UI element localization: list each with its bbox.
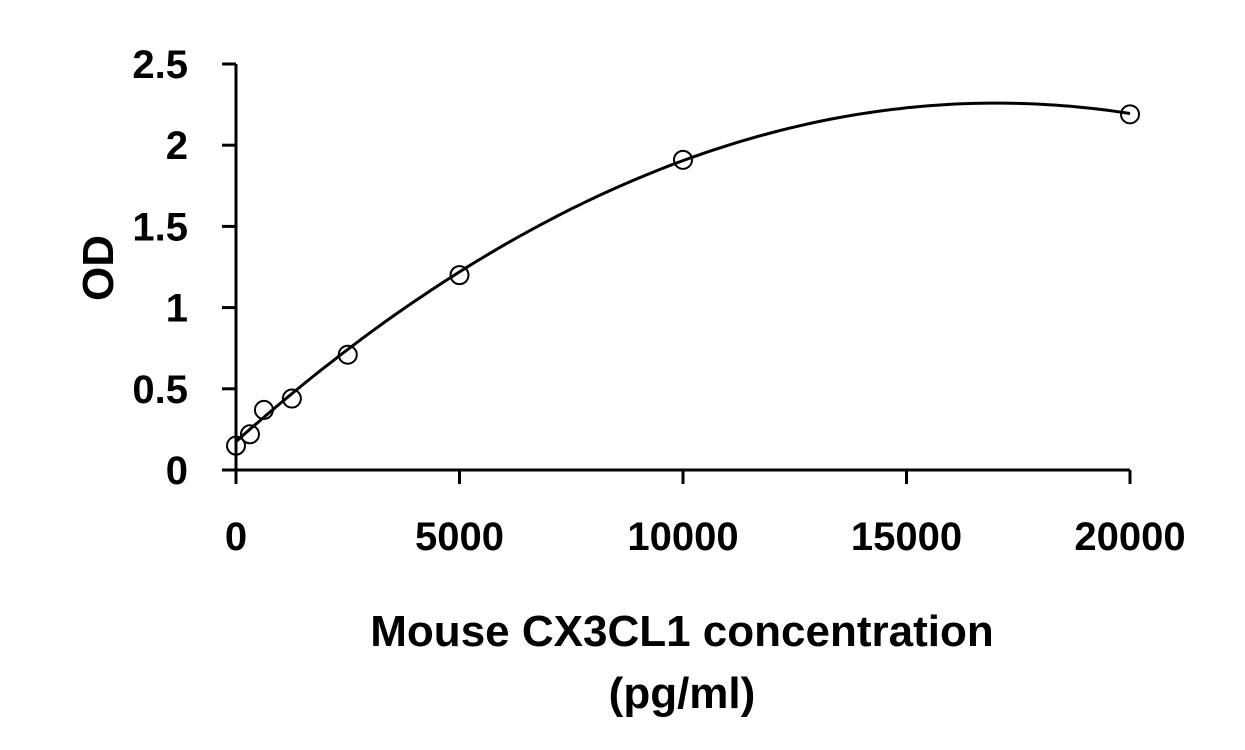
x-axis-title-units: (pg/ml) (609, 669, 756, 718)
x-tick-label: 15000 (851, 515, 962, 559)
data-point (1120, 104, 1140, 125)
y-tick-label: 1.5 (132, 205, 188, 249)
data-point (449, 265, 470, 286)
fit-curve (235, 101, 1131, 443)
data-point (673, 149, 693, 170)
y-tick-label: 1 (166, 287, 188, 331)
x-tick-label: 5000 (415, 515, 504, 559)
data-point (226, 435, 246, 456)
y-tick-label: 0.5 (132, 368, 188, 412)
y-axis-title: OD (74, 235, 123, 301)
y-tick-label: 2.5 (132, 43, 188, 87)
x-ticks: 0 5000 10000 15000 20000 (225, 470, 1186, 559)
x-tick-label: 0 (225, 515, 247, 559)
data-point (337, 344, 358, 365)
axes (234, 64, 1130, 472)
y-tick-label: 0 (166, 449, 188, 493)
x-tick-label: 10000 (627, 515, 738, 559)
y-ticks: 0 0.5 1 1.5 2 2.5 (132, 43, 236, 493)
x-tick-label: 20000 (1074, 515, 1185, 559)
data-point (239, 424, 260, 445)
y-tick-label: 2 (166, 124, 188, 168)
data-points (226, 104, 1140, 456)
x-axis-title: Mouse CX3CL1 concentration (370, 607, 993, 656)
data-point (281, 388, 302, 409)
data-point (253, 399, 274, 420)
